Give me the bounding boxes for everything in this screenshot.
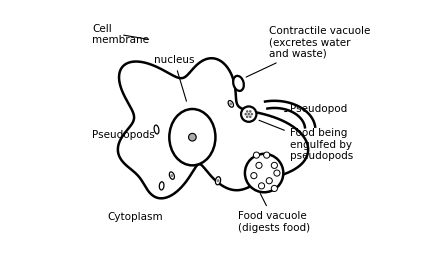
Text: Cytoplasm: Cytoplasm [108,212,164,222]
Circle shape [256,162,262,168]
Text: nucleus: nucleus [154,55,194,101]
Ellipse shape [215,177,221,185]
Circle shape [245,154,283,192]
Circle shape [259,183,265,189]
Ellipse shape [228,100,234,107]
Circle shape [248,113,250,116]
Text: Contractile vacuole
(excretes water
and waste): Contractile vacuole (excretes water and … [246,26,371,77]
Circle shape [251,172,257,179]
Text: Cell
membrane: Cell membrane [92,24,150,46]
Circle shape [271,162,277,168]
Circle shape [253,152,259,158]
Circle shape [249,110,252,113]
Circle shape [170,174,174,177]
Circle shape [264,152,270,158]
Ellipse shape [233,76,244,91]
Circle shape [251,113,253,116]
Circle shape [245,113,247,116]
Circle shape [229,102,232,105]
Ellipse shape [169,172,174,179]
Ellipse shape [159,182,164,190]
Circle shape [216,179,220,182]
Ellipse shape [169,109,215,165]
Circle shape [271,185,277,191]
Circle shape [266,178,272,184]
Circle shape [246,116,249,118]
Text: Food vacuole
(digests food): Food vacuole (digests food) [238,193,310,233]
Ellipse shape [154,125,159,134]
Text: Pseudopods: Pseudopods [92,130,155,140]
Circle shape [188,133,196,141]
Text: Food being
engulfed by
pseudopods: Food being engulfed by pseudopods [259,120,353,161]
Text: Pseudopod: Pseudopod [285,104,347,114]
Circle shape [249,116,252,118]
Circle shape [274,170,280,176]
Circle shape [241,106,256,122]
Circle shape [246,110,249,113]
Polygon shape [118,58,308,198]
